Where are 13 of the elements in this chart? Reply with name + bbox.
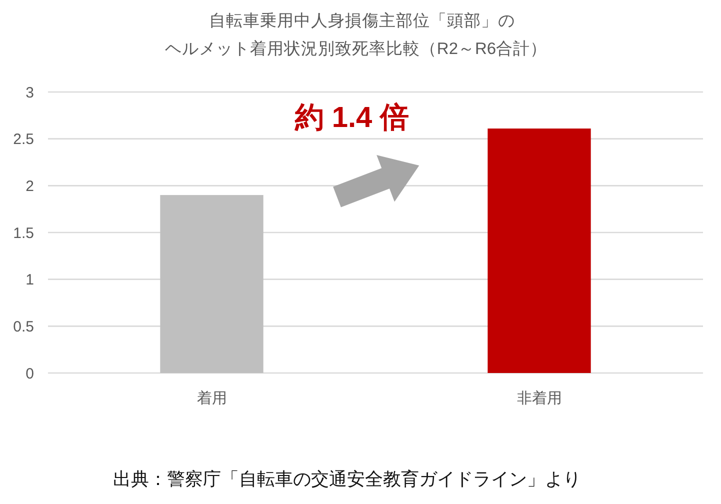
x-tick-label: 非着用 xyxy=(516,390,562,407)
y-tick-label: 1.5 xyxy=(13,224,34,242)
chart-title: 自転車乗用中人身損傷主部位「頭部」の xyxy=(209,11,515,30)
y-tick-label: 1 xyxy=(26,272,34,289)
y-tick-label: 0.5 xyxy=(13,318,34,336)
y-tick-label: 0 xyxy=(26,365,34,382)
x-tick-label: 着用 xyxy=(196,390,227,407)
source-note: 出典：警察庁「自転車の交通安全教育ガイドライン」より xyxy=(113,469,581,489)
annotation: 約 1.4 倍 xyxy=(294,102,410,134)
y-tick-label: 2.5 xyxy=(13,131,34,148)
y-tick-label: 3 xyxy=(26,84,34,102)
y-tick-label: 2 xyxy=(26,178,34,195)
chart-subtitle: ヘルメット着用状況別致死率比較（R2～R6合計） xyxy=(164,39,548,58)
